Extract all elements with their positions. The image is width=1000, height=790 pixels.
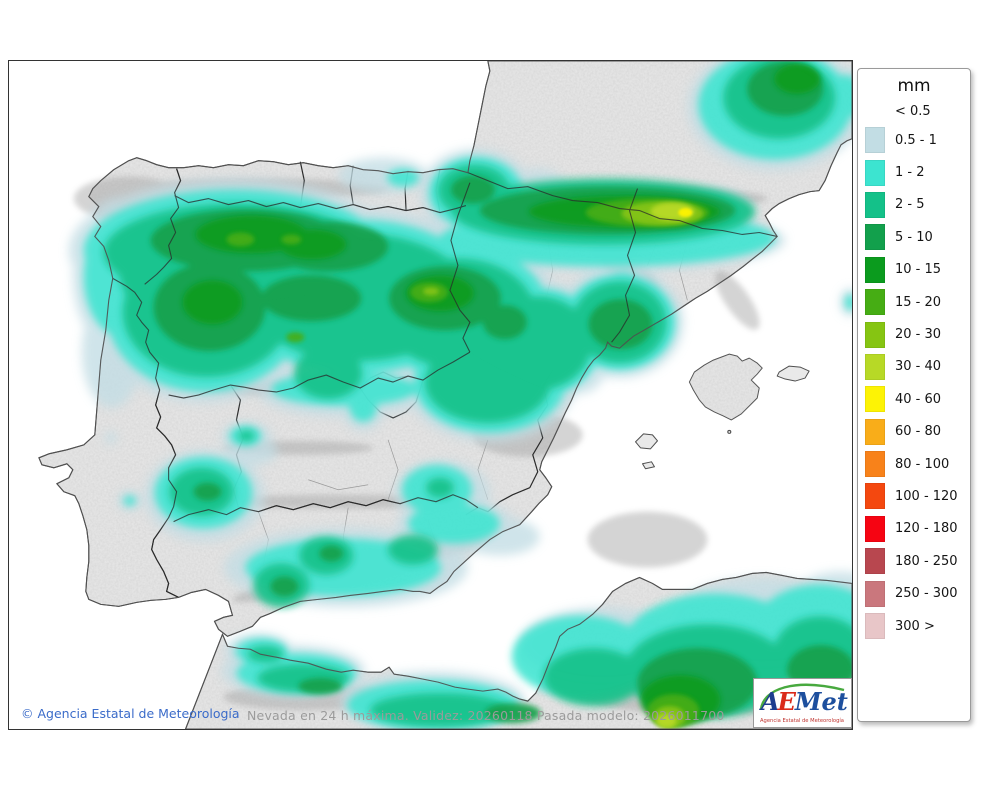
map-svg <box>9 61 852 729</box>
legend-entry: 250 - 300 <box>858 577 970 609</box>
legend-entry-label: 0.5 - 1 <box>895 132 937 148</box>
legend-entry: 40 - 60 <box>858 383 970 415</box>
legend-entry-label: 40 - 60 <box>895 391 942 407</box>
legend-entry-label: 100 - 120 <box>895 488 958 504</box>
legend-entry-label: 120 - 180 <box>895 521 958 537</box>
legend-swatch <box>865 289 885 316</box>
legend-swatch <box>865 127 885 154</box>
legend-entry: 20 - 30 <box>858 318 970 350</box>
legend-swatch <box>865 515 885 542</box>
legend-swatch <box>865 256 885 283</box>
legend-entry: 10 - 15 <box>858 254 970 286</box>
precip-layer-40-60 <box>678 208 693 218</box>
legend-swatch <box>865 451 885 478</box>
legend-entry-label: 2 - 5 <box>895 197 925 213</box>
map-caption: Nevada en 24 h máxima. Validez: 20260118… <box>247 708 725 723</box>
legend-entry-label: 1 - 2 <box>895 165 925 181</box>
aemet-logo-subtitle: Agencia Estatal de Meteorología <box>760 717 844 724</box>
legend-entry: 180 - 250 <box>858 545 970 577</box>
legend-swatch <box>865 191 885 218</box>
legend-swatch <box>865 418 885 445</box>
legend-entry-label: 60 - 80 <box>895 424 942 440</box>
legend-entry: 0.5 - 1 <box>858 124 970 156</box>
legend-entries: 0.5 - 1 1 - 2 2 - 5 5 - 10 10 - 15 15 - 20 20 … <box>858 124 970 642</box>
legend-swatch <box>865 353 885 380</box>
legend-entry: 15 - 20 <box>858 286 970 318</box>
legend-swatch <box>865 224 885 251</box>
legend-entry-label: < 0.5 <box>895 103 931 119</box>
border-overlay <box>112 168 778 598</box>
legend-entry: 1 - 2 <box>858 156 970 188</box>
legend-swatch <box>865 483 885 510</box>
legend-entry: 100 - 120 <box>858 480 970 512</box>
map-viewport: Nevada en 24 h máxima. Validez: 20260118… <box>8 60 853 730</box>
legend-swatch <box>865 548 885 575</box>
legend-entry-label: 80 - 100 <box>895 456 950 472</box>
legend-entry-label: 15 - 20 <box>895 294 942 310</box>
legend-swatch <box>865 386 885 413</box>
legend-entry: 60 - 80 <box>858 416 970 448</box>
legend-entry-label: 5 - 10 <box>895 229 933 245</box>
logo-swoosh <box>759 683 845 710</box>
legend-swatch <box>865 159 885 186</box>
legend-entry-label: 20 - 30 <box>895 327 942 343</box>
legend-entry: 30 - 40 <box>858 351 970 383</box>
aemet-logo-graphic: AEMet Agencia Estatal de Meteorología <box>759 683 848 724</box>
legend-entry-label: 180 - 250 <box>895 553 958 569</box>
legend-entry: 5 - 10 <box>858 221 970 253</box>
landmasses <box>38 61 852 729</box>
legend-entry: 2 - 5 <box>858 189 970 221</box>
legend-panel: mm < 0.5 0.5 - 1 1 - 2 2 - 5 5 - 10 10 - 15 1… <box>857 68 971 722</box>
legend-title: mm <box>897 76 931 96</box>
legend-swatch <box>865 580 885 607</box>
legend-entry-label: 300 > <box>895 618 935 634</box>
aemet-logo-text: AEMet <box>759 687 848 716</box>
legend-entry: 120 - 180 <box>858 513 970 545</box>
copyright-notice: © Agencia Estatal de Meteorología <box>21 706 240 721</box>
legend-entry-label: 30 - 40 <box>895 359 942 375</box>
aemet-logo: AEMet Agencia Estatal de Meteorología <box>753 678 852 728</box>
legend-entry-label: 250 - 300 <box>895 586 958 602</box>
legend-swatch <box>865 321 885 348</box>
legend-entry-label: 10 - 15 <box>895 262 942 278</box>
legend-swatch <box>865 613 885 640</box>
legend-entry: < 0.5 <box>858 98 970 124</box>
legend-entry: 300 > <box>858 610 970 642</box>
legend-entry: 80 - 100 <box>858 448 970 480</box>
